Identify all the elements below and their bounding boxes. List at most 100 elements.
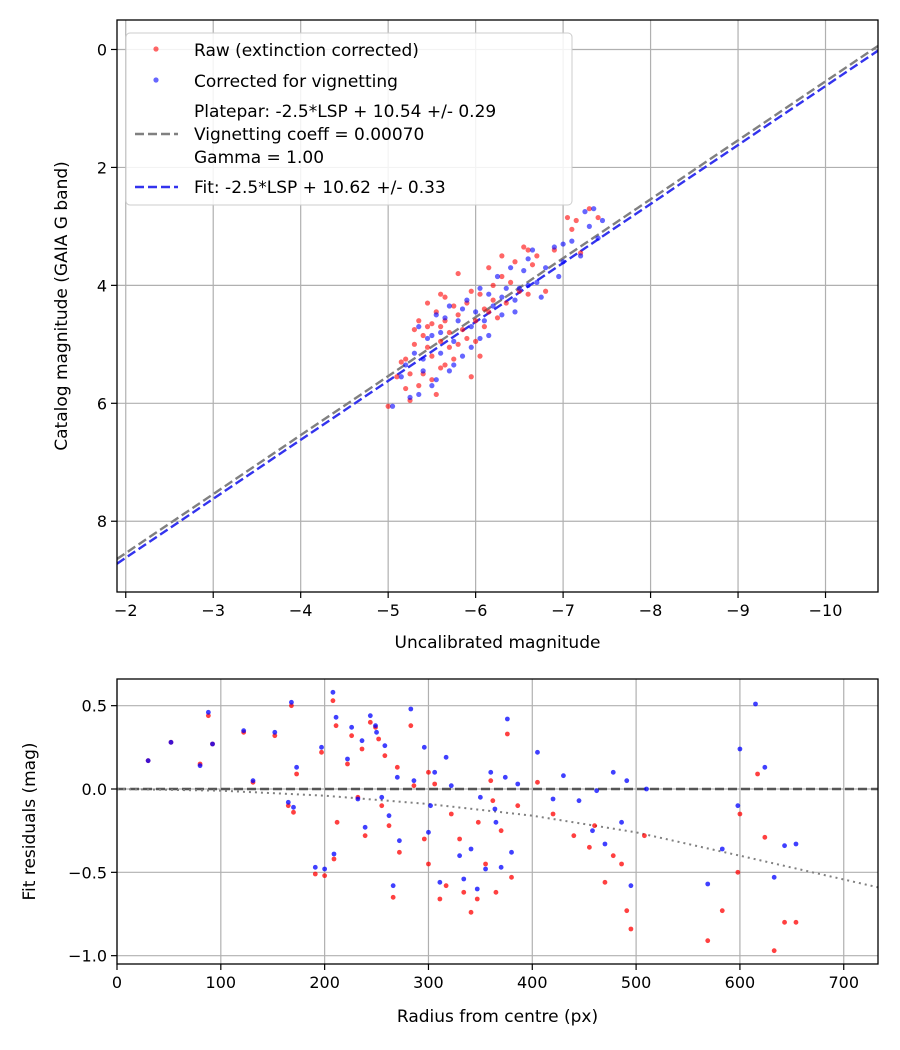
data-point xyxy=(499,253,505,259)
data-point xyxy=(468,288,474,294)
data-point xyxy=(455,318,461,324)
data-point xyxy=(493,819,499,825)
data-point xyxy=(394,774,400,780)
data-point xyxy=(411,778,417,784)
data-point xyxy=(331,856,337,862)
fit-residuals-chart: 0 100 200 300 400 500 600 700 0.5 0.0 −0.5 −1.0 Radi… xyxy=(20,678,879,1027)
data-point xyxy=(438,338,444,344)
data-point xyxy=(411,326,418,333)
reference-lines xyxy=(117,44,878,565)
data-point xyxy=(411,783,417,789)
data-point xyxy=(319,744,324,750)
data-point xyxy=(442,362,448,368)
data-point xyxy=(468,344,474,350)
data-point xyxy=(782,919,787,925)
data-point xyxy=(473,318,479,324)
data-point xyxy=(503,300,509,306)
data-point xyxy=(349,733,355,739)
data-point xyxy=(560,241,566,247)
data-point xyxy=(628,926,634,932)
x-tick-label: −8 xyxy=(639,601,663,620)
legend-label-corrected: Corrected for vignetting xyxy=(194,72,398,92)
x-tick-label: 300 xyxy=(413,973,444,992)
data-point xyxy=(289,699,294,705)
data-point xyxy=(494,273,501,280)
data-point xyxy=(550,811,556,817)
data-point xyxy=(543,288,549,294)
data-point xyxy=(473,309,479,315)
legend-label-platepar: Gamma = 1.00 xyxy=(194,148,324,168)
data-point xyxy=(432,769,438,775)
x-tick-label: 700 xyxy=(828,973,859,992)
y-tick-label: 6 xyxy=(97,394,107,413)
data-point xyxy=(408,723,414,729)
data-point xyxy=(407,371,413,377)
data-point xyxy=(331,851,337,857)
data-point xyxy=(508,265,514,271)
data-point xyxy=(145,758,151,764)
data-point xyxy=(289,703,294,709)
x-tick-label: −6 xyxy=(464,601,488,620)
data-point xyxy=(362,833,368,839)
data-point xyxy=(210,741,215,747)
data-point xyxy=(793,841,799,847)
data-point xyxy=(564,214,571,221)
data-point xyxy=(493,889,499,895)
data-point xyxy=(386,823,392,829)
data-point xyxy=(512,259,518,265)
plot-area xyxy=(117,689,878,954)
x-tick-label: −4 xyxy=(289,601,313,620)
x-axis-label: Radius from centre (px) xyxy=(397,1007,598,1027)
legend-marker-raw xyxy=(153,46,159,52)
y-tick-label: 0.5 xyxy=(82,697,107,716)
data-point xyxy=(468,909,474,915)
data-point xyxy=(448,783,454,789)
data-point xyxy=(475,819,481,825)
y-tick-label: −1.0 xyxy=(68,947,107,966)
data-point xyxy=(437,896,443,902)
data-point xyxy=(345,756,350,762)
data-point xyxy=(477,353,483,359)
data-point xyxy=(461,889,467,895)
data-point xyxy=(272,729,278,735)
data-point xyxy=(429,321,435,327)
data-point xyxy=(610,853,616,859)
data-point xyxy=(355,796,361,802)
data-point xyxy=(438,329,444,336)
data-point xyxy=(446,329,452,336)
data-point xyxy=(512,309,518,315)
data-point xyxy=(737,811,743,817)
data-point xyxy=(382,753,388,759)
data-point xyxy=(416,391,422,398)
data-point xyxy=(561,773,566,779)
x-tick-label: 0 xyxy=(112,973,122,992)
data-point xyxy=(595,214,601,221)
data-point xyxy=(424,300,431,306)
data-point xyxy=(586,844,592,850)
data-point xyxy=(504,731,510,737)
data-point xyxy=(464,335,470,342)
data-point xyxy=(432,781,438,787)
y-tick-label: 8 xyxy=(97,512,107,531)
data-point xyxy=(737,746,743,752)
data-point xyxy=(538,294,544,300)
data-point xyxy=(592,823,597,829)
data-point xyxy=(499,294,505,300)
data-point xyxy=(509,849,514,855)
data-point xyxy=(373,723,378,729)
data-point xyxy=(420,356,426,362)
data-point xyxy=(426,829,431,835)
data-point xyxy=(719,846,725,852)
data-point xyxy=(594,788,600,794)
legend-label-raw: Raw (extinction corrected) xyxy=(194,41,419,61)
data-point xyxy=(492,806,498,812)
data-point xyxy=(205,709,211,715)
data-point xyxy=(319,749,324,755)
data-point xyxy=(411,341,418,347)
data-point xyxy=(403,356,409,362)
data-point xyxy=(488,769,494,775)
data-point xyxy=(529,262,536,268)
data-point xyxy=(624,778,630,784)
data-point xyxy=(442,294,448,300)
data-point xyxy=(390,894,396,900)
